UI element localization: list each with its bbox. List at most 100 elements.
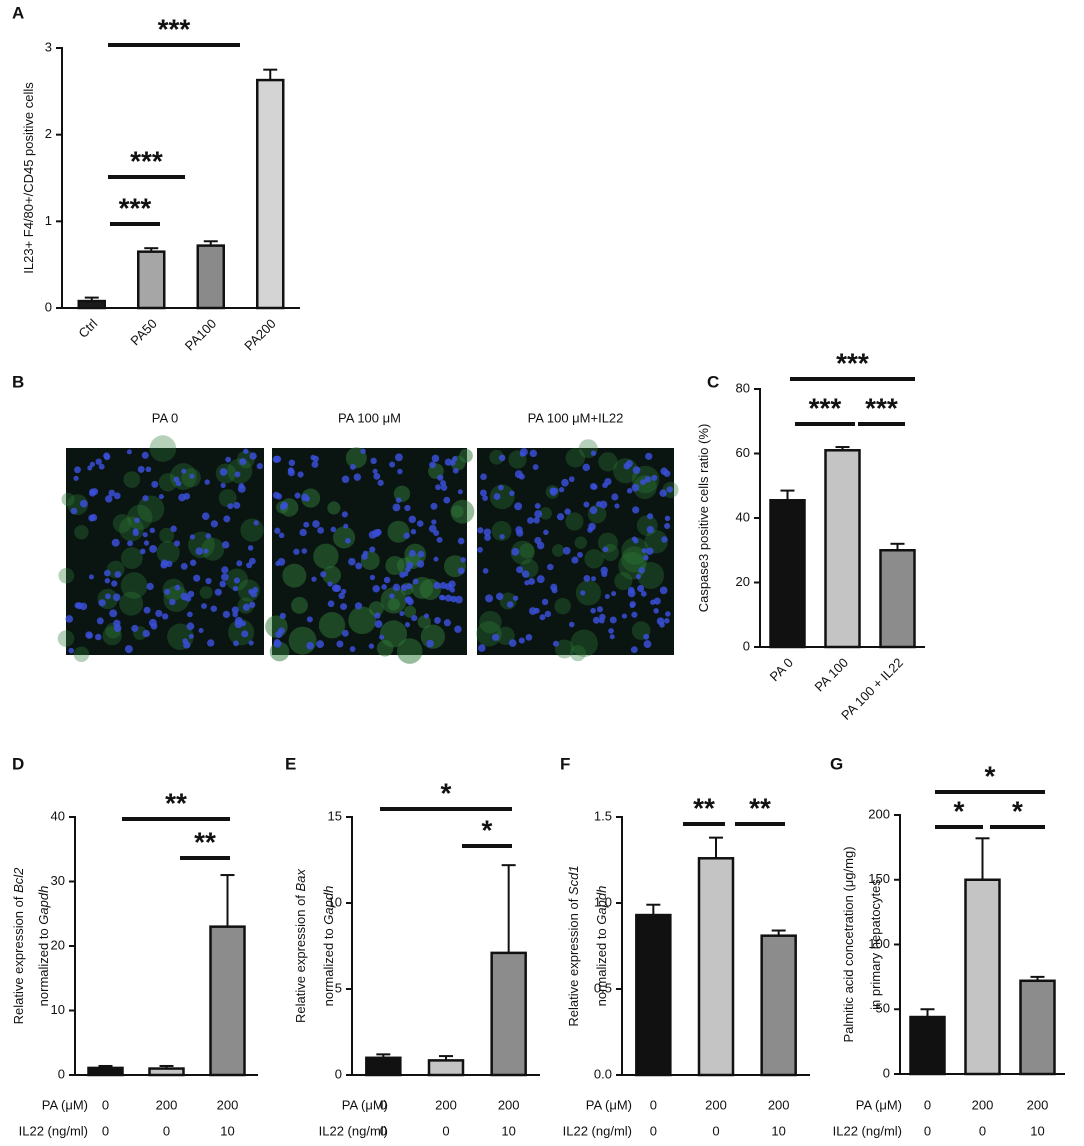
nucleus xyxy=(98,599,106,607)
nucleus xyxy=(288,459,296,467)
y-label-part: IL23+ F4/80+/CD45 positive cells xyxy=(21,82,36,274)
nucleus xyxy=(111,580,118,587)
green-cell xyxy=(228,619,255,646)
nucleus xyxy=(127,540,133,547)
green-cell xyxy=(479,610,502,634)
green-cell xyxy=(614,571,633,591)
nucleus xyxy=(361,553,368,560)
green-cell xyxy=(565,448,586,468)
y-tick-label: 60 xyxy=(736,445,750,460)
nucleus xyxy=(444,594,452,602)
nucleus xyxy=(279,612,286,619)
nucleus xyxy=(404,596,413,604)
x-tick-label: PA 0 xyxy=(767,655,796,684)
y-tick-label: 0 xyxy=(883,1065,890,1080)
nucleus xyxy=(204,479,210,485)
y-axis-label: normalized to Gapdh xyxy=(594,886,609,1007)
nucleus xyxy=(604,478,612,486)
nucleus xyxy=(142,629,150,638)
nucleus xyxy=(239,458,247,466)
nucleus xyxy=(534,502,541,509)
condition-name: IL22 (ng/ml) xyxy=(19,1123,88,1138)
green-cell xyxy=(597,532,618,553)
significance-label: * xyxy=(482,814,493,845)
green-cell xyxy=(519,543,535,559)
green-cell xyxy=(417,615,431,629)
nucleus xyxy=(435,484,441,491)
green-cell xyxy=(159,527,175,543)
y-tick-label: 30 xyxy=(51,873,65,888)
nucleus xyxy=(370,457,377,465)
nucleus xyxy=(536,541,545,550)
nucleus xyxy=(514,502,523,511)
condition-value: 10 xyxy=(771,1123,785,1138)
nucleus xyxy=(174,584,181,591)
nucleus xyxy=(395,497,402,504)
nucleus xyxy=(312,455,319,463)
condition-value: 0 xyxy=(650,1097,657,1112)
y-tick-label: 0 xyxy=(335,1066,342,1081)
nucleus xyxy=(527,517,534,524)
nucleus xyxy=(583,501,590,508)
nucleus xyxy=(478,644,486,652)
nucleus xyxy=(397,468,403,475)
image-title: PA 100 μM+IL22 xyxy=(528,410,624,425)
nucleus xyxy=(341,511,348,518)
image-title: PA 100 μM xyxy=(338,410,401,425)
significance-label: *** xyxy=(836,347,869,378)
nucleus xyxy=(88,574,94,580)
green-cell xyxy=(313,543,339,570)
nucleus xyxy=(273,640,282,648)
nucleus xyxy=(431,454,440,463)
nucleus xyxy=(614,503,620,509)
nucleus xyxy=(303,521,310,528)
y-label-part: in primary hepatocytes xyxy=(868,879,883,1010)
nucleus xyxy=(377,479,384,486)
nucleus xyxy=(103,569,111,577)
nucleus xyxy=(79,602,88,611)
nucleus xyxy=(353,473,362,481)
nucleus xyxy=(640,590,647,597)
nucleus xyxy=(592,616,600,624)
nucleus xyxy=(372,529,381,538)
nucleus xyxy=(355,562,363,570)
nucleus xyxy=(552,640,559,647)
nucleus xyxy=(653,597,661,605)
bar xyxy=(137,250,166,310)
nucleus xyxy=(632,466,641,474)
nucleus xyxy=(312,520,320,528)
nucleus xyxy=(611,590,617,597)
y-tick-label: 100 xyxy=(868,936,890,951)
nucleus xyxy=(533,517,540,524)
nucleus xyxy=(534,510,543,519)
green-cell xyxy=(162,578,185,601)
green-cell xyxy=(127,504,153,531)
nucleus xyxy=(651,474,658,481)
nucleus xyxy=(405,566,411,573)
nucleus xyxy=(234,471,241,478)
condition-value: 0 xyxy=(712,1123,719,1138)
y-label-part: normalized to xyxy=(36,925,51,1007)
nucleus xyxy=(484,534,491,541)
nucleus xyxy=(571,556,579,564)
nucleus xyxy=(416,520,424,527)
nucleus xyxy=(641,548,647,554)
nucleus xyxy=(524,580,530,586)
y-tick-label: 40 xyxy=(51,808,65,823)
nucleus xyxy=(343,523,349,529)
nucleus xyxy=(220,482,226,489)
nucleus xyxy=(521,570,530,578)
nucleus xyxy=(630,646,638,654)
nucleus xyxy=(383,576,391,584)
condition-name: IL22 (ng/ml) xyxy=(833,1123,902,1138)
nucleus xyxy=(602,546,609,553)
y-axis-label: normalized to Gapdh xyxy=(36,886,51,1007)
y-label-part: Relative expression of xyxy=(293,891,308,1023)
nucleus xyxy=(403,532,410,539)
nucleus xyxy=(479,489,487,497)
nucleus xyxy=(219,468,228,476)
condition-value: 0 xyxy=(380,1123,387,1138)
nucleus xyxy=(104,577,111,584)
green-cell xyxy=(618,552,646,580)
condition-value: 200 xyxy=(435,1097,457,1112)
